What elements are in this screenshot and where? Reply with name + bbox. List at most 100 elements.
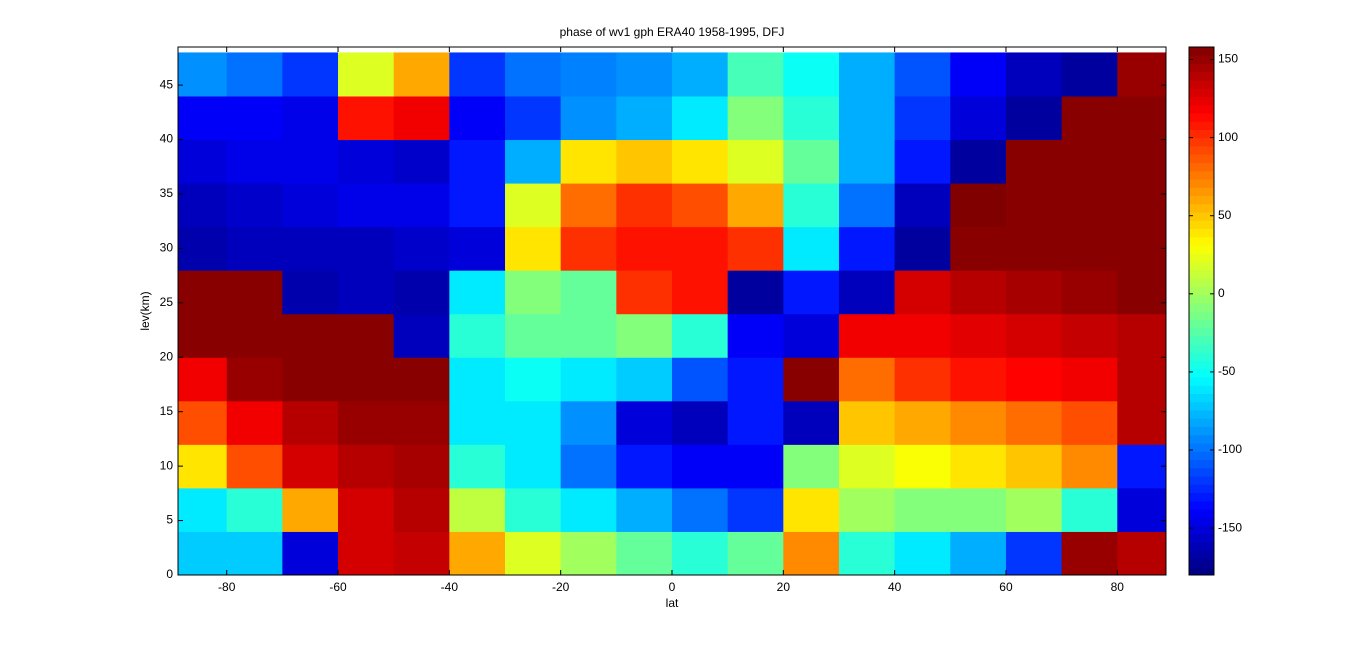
contour-cell [1005, 487, 1063, 532]
contour-cell [282, 139, 339, 184]
contour-cell [616, 226, 673, 271]
contour-cell [616, 183, 673, 228]
contour-cell [393, 313, 450, 358]
x-tick-label: -20 [552, 580, 570, 594]
contour-cell [672, 52, 729, 97]
contour-cell [1117, 400, 1166, 445]
contour-cell [178, 531, 228, 575]
contour-cell [1005, 270, 1063, 315]
contour-cell [727, 444, 784, 489]
contour-cell [1117, 444, 1166, 489]
colorbar-tick-label: 50 [1218, 208, 1232, 222]
colorbar-segment [1189, 410, 1214, 419]
colorbar-segment [1189, 294, 1214, 304]
contour-cell [1061, 270, 1118, 315]
contour-cell [338, 487, 395, 532]
colorbar-segment [1189, 467, 1214, 477]
contour-cell [178, 270, 228, 315]
contour-cell [226, 183, 283, 228]
contour-cell [838, 95, 896, 141]
y-tick-label: 10 [160, 458, 174, 472]
contour-cell [950, 52, 1007, 97]
colorbar-segment [1189, 393, 1214, 403]
colorbar-segment [1189, 121, 1214, 130]
contour-cell [282, 313, 339, 358]
contour-cell [616, 400, 673, 445]
x-axis-label: lat [666, 596, 679, 610]
contour-cell [178, 487, 228, 532]
colorbar-segment [1189, 542, 1214, 551]
contour-cell [1061, 531, 1118, 575]
colorbar-segment [1189, 286, 1214, 295]
contour-cell [178, 183, 228, 228]
contour-cell [505, 487, 562, 532]
colorbar-segment [1189, 113, 1214, 122]
x-tick-label: 0 [669, 580, 676, 594]
contour-cell [950, 400, 1007, 445]
colorbar-segment [1189, 368, 1214, 378]
contour-cell [672, 95, 729, 141]
colorbar-segment [1189, 195, 1214, 205]
contour-cell [560, 487, 617, 532]
contour-cell [950, 270, 1007, 315]
contour-cell [560, 357, 617, 402]
colorbar-segment [1189, 492, 1214, 502]
colorbar-segment [1189, 179, 1214, 188]
contour-cell [727, 52, 784, 97]
colorbar-segment [1189, 253, 1214, 262]
contour-cell [282, 270, 339, 315]
contour-cell [226, 52, 283, 97]
contour-cell [783, 400, 840, 445]
colorbar-segment [1189, 170, 1214, 180]
contour-cell [727, 139, 784, 184]
colorbar-segment [1189, 47, 1214, 56]
colorbar-segment [1189, 558, 1214, 568]
colorbar-segment [1189, 63, 1214, 73]
contour-cell [226, 313, 283, 358]
contour-cell [1005, 226, 1063, 271]
contour-cell [178, 52, 228, 97]
contour-cell [282, 400, 339, 445]
contour-cell [672, 313, 729, 358]
contour-cell [560, 444, 617, 489]
x-tick-label: 60 [999, 580, 1013, 594]
y-tick-label: 15 [160, 404, 174, 418]
contour-cell [560, 95, 617, 141]
contour-cell [1117, 95, 1166, 141]
contour-cell [950, 531, 1007, 575]
contour-cell [393, 487, 450, 532]
contour-cell [950, 139, 1007, 184]
colorbar-segment [1189, 228, 1214, 238]
contour-cell [505, 400, 562, 445]
contour-cell [783, 531, 840, 575]
contour-cell [894, 487, 951, 532]
colorbar-tick-label: -150 [1218, 520, 1242, 534]
contour-cell [338, 400, 395, 445]
contour-cell [1061, 139, 1118, 184]
contour-cell [838, 270, 896, 315]
y-tick-label: 35 [160, 186, 174, 200]
contour-cell [950, 357, 1007, 402]
contour-cell [338, 531, 395, 575]
contour-cell [838, 444, 896, 489]
x-tick-label: -80 [218, 580, 236, 594]
contour-cell [449, 95, 506, 141]
contour-cell [950, 444, 1007, 489]
contour-cell [338, 52, 395, 97]
contour-cell [838, 226, 896, 271]
contour-cell [1005, 52, 1063, 97]
y-tick-label: 0 [166, 567, 173, 581]
contour-cell [1005, 313, 1063, 358]
contour-cell [950, 183, 1007, 228]
contour-cell [727, 313, 784, 358]
contour-cell [1061, 52, 1118, 97]
contour-cell [505, 95, 562, 141]
contour-cell [1117, 487, 1166, 532]
contour-cell [449, 313, 506, 358]
contour-cell [226, 270, 283, 315]
colorbar-segment [1189, 418, 1214, 427]
colorbar-segment [1189, 137, 1214, 147]
contour-cell [449, 444, 506, 489]
contour-cell [282, 531, 339, 575]
contour-cell [894, 139, 951, 184]
